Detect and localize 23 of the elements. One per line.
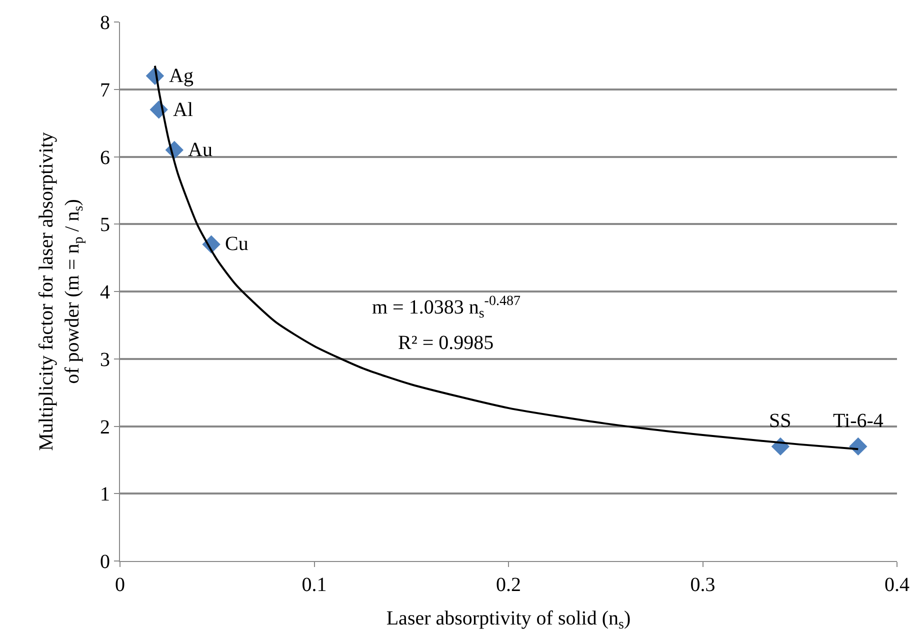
- y-tick-label: 8: [100, 12, 110, 34]
- annotation: Al: [173, 99, 194, 121]
- annotation: Ti-6-4: [833, 410, 884, 432]
- y-tick-label: 5: [100, 214, 110, 236]
- y-tick-label: 0: [100, 551, 110, 573]
- x-tick-label: 0: [115, 574, 125, 596]
- annotation: Au: [188, 139, 212, 161]
- annotation: Ag: [169, 65, 194, 87]
- annotation: Cu: [225, 233, 248, 255]
- y-tick-label: 2: [100, 416, 110, 438]
- annotation: SS: [769, 410, 792, 432]
- x-tick-label: 0.3: [690, 574, 716, 596]
- x-axis-title: Laser absorptivity of solid (n$_{s}$): [386, 608, 631, 633]
- y-tick-label: 7: [100, 79, 110, 102]
- y-tick-label: 4: [100, 282, 110, 304]
- point: [849, 437, 868, 456]
- annotation: R² = 0.9985: [398, 332, 494, 354]
- x-tick-label: 0.2: [496, 574, 521, 596]
- y-tick-label: 1: [100, 484, 110, 506]
- x-tick-label: 0.1: [302, 574, 327, 596]
- x-tick-label: 0.4: [884, 574, 910, 596]
- y-tick-label: 3: [100, 348, 110, 371]
- y-tick-label: 6: [100, 146, 110, 169]
